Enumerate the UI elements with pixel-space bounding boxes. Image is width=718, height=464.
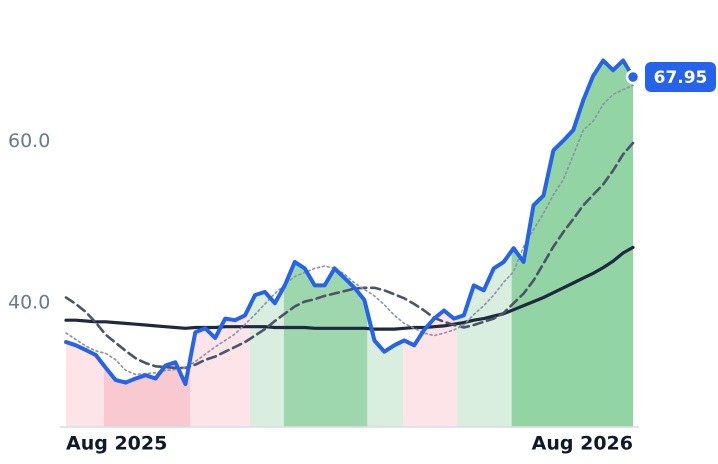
- regime-fill: [456, 250, 512, 427]
- regime-band: [66, 342, 104, 427]
- regime-band: [456, 250, 512, 427]
- regime-fill: [283, 261, 368, 427]
- regime-fill: [367, 312, 404, 427]
- series-line: [64, 141, 635, 370]
- regime-fill: [403, 310, 457, 427]
- y-tick-label: 60.0: [8, 130, 50, 152]
- regime-band: [103, 358, 191, 427]
- series-line: [64, 58, 635, 387]
- regime-fill: [103, 358, 191, 427]
- series-line: [64, 245, 635, 331]
- regime-band: [403, 310, 457, 427]
- last-value-label: 67.95: [654, 68, 708, 88]
- regime-band: [367, 312, 404, 427]
- x-tick-label: Aug 2026: [532, 433, 633, 455]
- regime-fill: [511, 60, 633, 427]
- regime-fill: [190, 305, 251, 427]
- regime-fill: [66, 342, 104, 427]
- regime-band: [511, 60, 633, 427]
- regime-band: [190, 305, 251, 427]
- y-tick-label: 40.0: [8, 292, 50, 314]
- x-tick-label: Aug 2025: [66, 433, 167, 455]
- last-value-badge: [645, 62, 716, 93]
- last-value-dot: [625, 69, 641, 85]
- regime-band: [283, 261, 368, 427]
